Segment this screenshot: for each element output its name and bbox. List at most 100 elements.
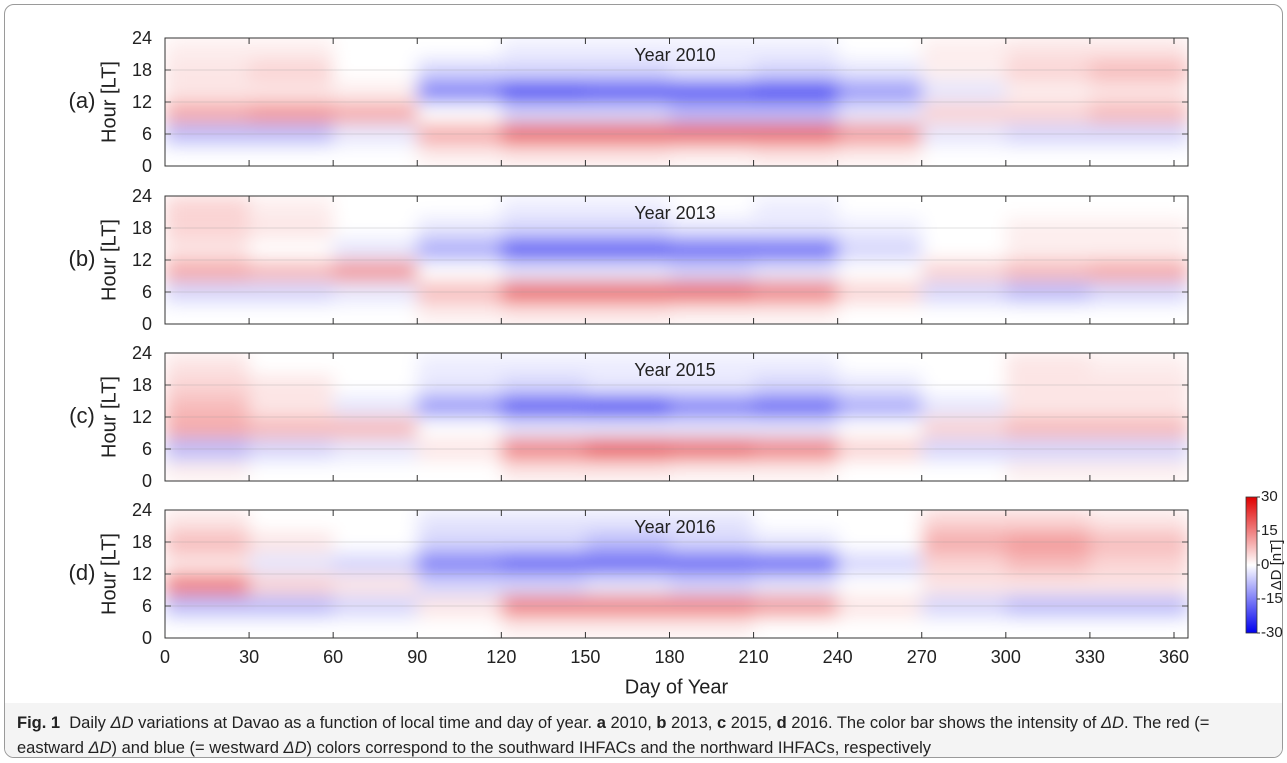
x-tick-label: 270: [907, 647, 937, 667]
heat-cell: [1089, 395, 1188, 418]
heat-cell: [921, 38, 1007, 60]
caption-part: 2016. The color bar shows the intensity …: [786, 714, 1101, 732]
heat-cell: [165, 302, 250, 324]
plot-frame: [164, 195, 1189, 325]
heat-cell: [837, 552, 923, 575]
figure-frame: Fig. 1 Daily ΔD variations at Davao as a…: [4, 4, 1283, 758]
y-tick-label: 12: [132, 564, 152, 584]
heat-cell: [249, 102, 334, 124]
heat-cell: [753, 616, 839, 638]
heat-cell: [333, 196, 418, 218]
y-tick-label: 18: [132, 532, 152, 552]
y-tick-label: 12: [132, 250, 152, 270]
y-tick-label: 0: [142, 471, 152, 491]
y-tick-label: 0: [142, 628, 152, 648]
heat-cell: [1089, 417, 1188, 439]
heat-cell: [1005, 238, 1091, 261]
heat-cell: [921, 260, 1007, 282]
heat-cell: [165, 102, 250, 124]
heat-cell: [165, 552, 250, 575]
heat-cell: [501, 459, 586, 481]
colorbar-tick-label: 15: [1261, 522, 1278, 539]
heat-cell: [753, 395, 839, 418]
plot-frame: [164, 352, 1189, 482]
heat-cell: [585, 196, 670, 218]
heat-cell: [165, 417, 250, 439]
panel-title: Year 2016: [634, 517, 715, 537]
panel-title: Year 2015: [634, 360, 715, 380]
colorbar-tick-label: 30: [1261, 488, 1278, 505]
caption-part: a: [596, 714, 606, 732]
heat-cell: [417, 38, 502, 60]
heat-cell: [921, 80, 1007, 103]
heat-cell: [921, 102, 1007, 124]
heat-cell: [837, 196, 923, 218]
x-tick-label: 180: [654, 647, 684, 667]
heat-cell: [669, 144, 755, 166]
heat-cell: [1089, 616, 1188, 638]
heat-cell: [1005, 417, 1091, 439]
heat-cell: [249, 510, 334, 532]
heat-cell: [837, 616, 923, 638]
y-tick-label: 0: [142, 314, 152, 334]
heatmap: [165, 510, 1188, 638]
heat-cell: [417, 196, 502, 218]
heat-cell: [837, 144, 923, 166]
colorbar-tick-label: -30: [1261, 624, 1283, 641]
caption-part: 2010,: [605, 714, 657, 732]
heat-cell: [1089, 260, 1188, 282]
heat-cell: [501, 574, 586, 596]
heat-cell: [669, 260, 755, 282]
heat-cell: [837, 574, 923, 596]
heat-cell: [921, 459, 1007, 481]
heat-cell: [921, 302, 1007, 324]
caption-part: ΔD: [110, 714, 134, 732]
heat-cell: [1005, 574, 1091, 596]
heat-cell: [417, 102, 502, 124]
heat-cell: [333, 616, 418, 638]
heat-cell: [753, 417, 839, 439]
heat-cell: [753, 574, 839, 596]
caption-part: ) and blue (= westward: [111, 739, 284, 757]
y-tick-label: 6: [142, 124, 152, 144]
heat-cell: [585, 459, 670, 481]
heat-cell: [165, 238, 250, 261]
heat-cell: [669, 80, 755, 103]
heat-cell: [1005, 260, 1091, 282]
heat-cell: [669, 38, 755, 60]
heat-cell: [921, 353, 1007, 375]
panel-label: (a): [69, 88, 96, 113]
heat-cell: [501, 616, 586, 638]
heat-cell: [165, 574, 250, 596]
x-tick-label: 360: [1159, 647, 1189, 667]
heat-cell: [669, 574, 755, 596]
x-tick-label: 120: [486, 647, 516, 667]
x-tick-label: 300: [991, 647, 1021, 667]
heat-cell: [585, 616, 670, 638]
y-tick-label: 18: [132, 60, 152, 80]
heat-cell: [417, 302, 502, 324]
colorbar-label: ΔD [nT]: [1268, 540, 1285, 591]
heat-cell: [165, 80, 250, 103]
heat-cell: [753, 38, 839, 60]
heat-cell: [333, 238, 418, 261]
heat-cell: [1005, 302, 1091, 324]
heat-cell: [417, 510, 502, 532]
plot-frame: [164, 509, 1189, 639]
heat-cell: [501, 260, 586, 282]
heat-cell: [333, 510, 418, 532]
heat-cell: [585, 574, 670, 596]
panel-title: Year 2010: [634, 45, 715, 65]
heat-cell: [837, 260, 923, 282]
heat-cell: [333, 80, 418, 103]
y-tick-label: 12: [132, 92, 152, 112]
heat-cell: [669, 395, 755, 418]
heat-cell: [333, 102, 418, 124]
y-tick-label: 24: [132, 500, 152, 520]
heat-cell: [837, 353, 923, 375]
y-tick-label: 24: [132, 343, 152, 363]
heat-cell: [501, 395, 586, 418]
heat-cell: [417, 80, 502, 103]
x-tick-label: 30: [239, 647, 259, 667]
